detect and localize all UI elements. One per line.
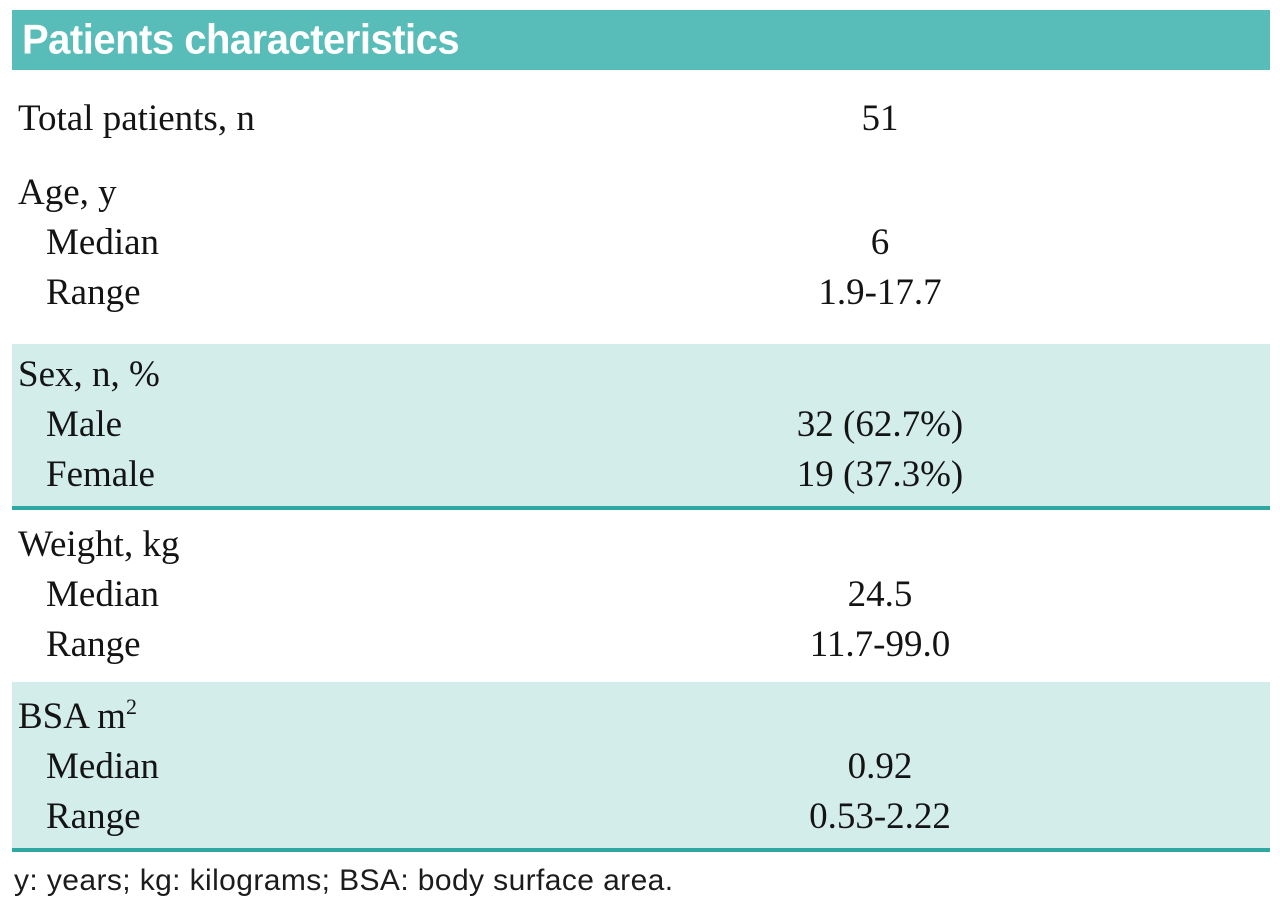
row-label: Range (46, 272, 141, 313)
table-row: BSA m2 (12, 692, 1270, 742)
section-total-patients: Total patients, n 51 (12, 70, 1270, 168)
row-value: 19 (37.3%) (796, 454, 964, 495)
row-value: 6 (870, 222, 890, 263)
table-row: Range 0.53-2.22 (12, 792, 1270, 842)
section-weight: Weight, kg Median 24.5 Range 11.7-99.0 (12, 510, 1270, 682)
table-row: Median 0.92 (12, 742, 1270, 792)
table-row: Median 24.5 (12, 570, 1270, 620)
superscript-unit: 2 (125, 694, 137, 719)
patients-table: Patients characteristics Total patients,… (12, 10, 1270, 898)
row-label: Median (46, 746, 160, 787)
row-value: 51 (861, 98, 899, 139)
table-row: Median 6 (12, 218, 1270, 268)
row-label: Range (46, 624, 141, 665)
row-value: 24.5 (847, 574, 913, 615)
row-value: 0.53-2.22 (809, 796, 951, 837)
section-sex: Sex, n, % Male 32 (62.7%) Female 19 (37.… (12, 344, 1270, 510)
row-value: 11.7-99.0 (809, 624, 951, 665)
table-row: Female 19 (37.3%) (12, 450, 1270, 500)
table-row: Weight, kg (12, 520, 1270, 570)
table-title: Patients characteristics (22, 16, 460, 63)
table-footnote: y: years; kg: kilograms; BSA: body surfa… (14, 864, 674, 897)
row-label: Median (46, 574, 160, 615)
table-row: Range 11.7-99.0 (12, 620, 1270, 670)
row-value: 32 (62.7%) (796, 404, 964, 445)
row-value: 0.92 (847, 746, 913, 787)
row-label: Range (46, 796, 141, 837)
table-row: Age, y (12, 168, 1270, 218)
row-label: Median (46, 222, 160, 263)
row-label: Age, y (18, 172, 117, 213)
table-row: Total patients, n 51 (12, 94, 1270, 144)
row-label: Male (46, 404, 123, 445)
row-label: Total patients, n (18, 98, 255, 139)
row-label: Sex, n, % (18, 354, 160, 395)
row-label-text: BSA m (18, 696, 126, 737)
table-row: Range 1.9-17.7 (12, 268, 1270, 318)
section-bsa: BSA m2 Median 0.92 Range 0.53-2.22 (12, 682, 1270, 852)
row-value: 1.9-17.7 (818, 272, 942, 313)
row-label: Weight, kg (18, 524, 180, 565)
table-row: Male 32 (62.7%) (12, 400, 1270, 450)
row-label: Female (46, 454, 155, 495)
section-age: Age, y Median 6 Range 1.9-17.7 (12, 168, 1270, 344)
table-row: Sex, n, % (12, 350, 1270, 400)
table-title-bar: Patients characteristics (12, 10, 1270, 70)
row-label: BSA m2 (12, 692, 137, 742)
